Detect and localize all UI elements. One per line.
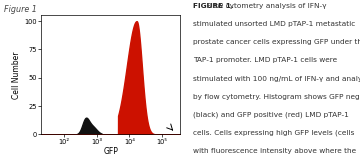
Text: cells. Cells expressing high GFP levels (cells: cells. Cells expressing high GFP levels … [193, 130, 354, 136]
Y-axis label: Cell Number: Cell Number [12, 51, 21, 99]
Text: prostate cancer cells expressing GFP under the: prostate cancer cells expressing GFP und… [193, 39, 360, 45]
Text: (black) and GFP positive (red) LMD pTAP-1: (black) and GFP positive (red) LMD pTAP-… [193, 112, 348, 118]
Text: TAP-1 promoter. LMD pTAP-1 cells were: TAP-1 promoter. LMD pTAP-1 cells were [193, 58, 337, 64]
Text: by flow cytometry. Histogram shows GFP negative: by flow cytometry. Histogram shows GFP n… [193, 94, 360, 100]
Text: Figure 1: Figure 1 [4, 5, 36, 14]
Text: FIGURE 1.: FIGURE 1. [193, 3, 234, 9]
Text: stimulated with 100 ng/mL of IFN-γ and analyzed: stimulated with 100 ng/mL of IFN-γ and a… [193, 76, 360, 82]
Text: stimulated unsorted LMD pTAP-1 metastatic: stimulated unsorted LMD pTAP-1 metastati… [193, 21, 355, 27]
Text: Flow cytometry analysis of IFN-γ: Flow cytometry analysis of IFN-γ [204, 3, 326, 9]
X-axis label: GFP: GFP [103, 147, 118, 156]
Text: with fluorescence intensity above where the: with fluorescence intensity above where … [193, 148, 356, 154]
